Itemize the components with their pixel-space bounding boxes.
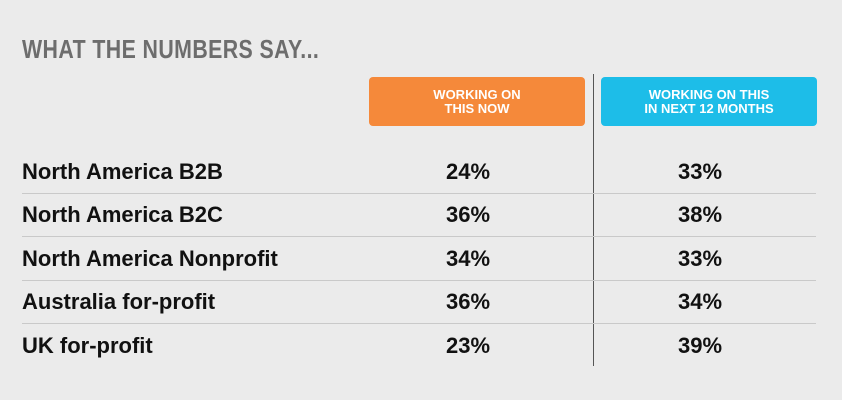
row-separator bbox=[22, 280, 816, 281]
cell-value: 33% bbox=[677, 159, 723, 184]
row-separator bbox=[22, 236, 816, 237]
row-label: North America B2C bbox=[22, 202, 223, 227]
column-header-line: WORKING ON THIS bbox=[648, 86, 770, 102]
title: WHAT THE NUMBERS SAY... bbox=[22, 34, 320, 64]
cell-value: 36% bbox=[445, 289, 491, 314]
column-divider bbox=[593, 74, 594, 366]
row-label: UK for-profit bbox=[22, 333, 153, 358]
column-header: WORKING ON THIS IN NEXT 12 MONTHS bbox=[601, 77, 817, 126]
column-header-line: THIS NOW bbox=[444, 100, 510, 116]
cell-value: 38% bbox=[677, 202, 723, 227]
row-separator bbox=[22, 193, 816, 194]
cell-value: 39% bbox=[677, 333, 723, 358]
cell-value: 33% bbox=[677, 246, 723, 271]
cell-value: 23% bbox=[445, 333, 491, 358]
row-label: North America Nonprofit bbox=[22, 246, 278, 271]
column-header: WORKING ON THIS NOW bbox=[369, 77, 585, 126]
row-label: Australia for-profit bbox=[22, 289, 216, 314]
cell-value: 24% bbox=[445, 159, 491, 184]
row-label: North America B2B bbox=[22, 159, 223, 184]
column-header-line: IN NEXT 12 MONTHS bbox=[644, 100, 774, 116]
row-separator bbox=[22, 323, 816, 324]
cell-value: 36% bbox=[445, 202, 491, 227]
column-header-line: WORKING ON bbox=[433, 86, 521, 102]
cell-value: 34% bbox=[445, 246, 491, 271]
cell-value: 34% bbox=[677, 289, 723, 314]
